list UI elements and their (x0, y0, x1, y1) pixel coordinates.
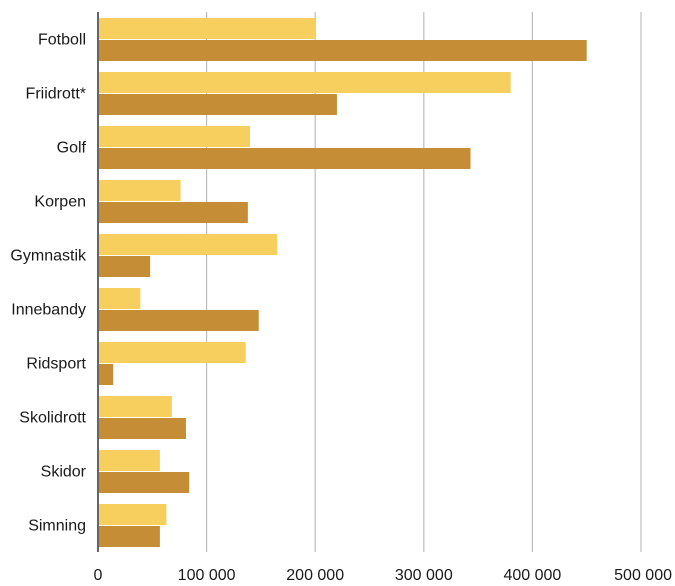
bar-ridsport-series-2 (99, 364, 114, 385)
category-label: Innebandy (11, 302, 86, 319)
bar-simning-series-1 (99, 504, 167, 525)
category-label: Golf (57, 140, 87, 157)
bar-ridsport-series-1 (99, 342, 246, 363)
bars (99, 18, 587, 547)
category-label: Skolidrott (19, 410, 86, 427)
bar-innebandy-series-2 (99, 310, 259, 331)
category-label: Gymnastik (10, 248, 87, 265)
bar-fotboll-series-2 (99, 40, 587, 61)
bar-skidor-series-1 (99, 450, 160, 471)
category-label: Simning (28, 518, 86, 535)
category-labels: Fotboll Friidrott* Golf Korpen Gymnastik Inne… (10, 32, 87, 535)
bar-golf-series-2 (99, 148, 471, 169)
x-tick-label: 400 000 (503, 567, 561, 584)
x-tick-label: 0 (94, 567, 103, 584)
category-label: Ridsport (26, 356, 86, 373)
x-tick-label: 300 000 (395, 567, 453, 584)
bar-fotboll-series-1 (99, 18, 316, 39)
category-label: Korpen (34, 194, 86, 211)
bar-gymnastik-series-1 (99, 234, 278, 255)
bar-gymnastik-series-2 (99, 256, 151, 277)
bar-korpen-series-2 (99, 202, 248, 223)
bar-skolidrott-series-2 (99, 418, 186, 439)
x-tick-label: 500 000 (614, 567, 672, 584)
category-label: Skidor (41, 464, 87, 481)
bar-golf-series-1 (99, 126, 251, 147)
bar-korpen-series-1 (99, 180, 181, 201)
x-tick-label: 100 000 (178, 567, 236, 584)
bar-simning-series-2 (99, 526, 160, 547)
bar-skolidrott-series-1 (99, 396, 172, 417)
bar-innebandy-series-1 (99, 288, 141, 309)
x-tick-label: 200 000 (286, 567, 344, 584)
category-label: Friidrott* (26, 86, 86, 103)
x-tick-labels: 0 100 000 200 000 300 000 400 000 500 000 (94, 567, 673, 584)
bar-friidrott-series-2 (99, 94, 337, 115)
category-label: Fotboll (38, 32, 86, 49)
bar-skidor-series-2 (99, 472, 190, 493)
bar-friidrott-series-1 (99, 72, 511, 93)
